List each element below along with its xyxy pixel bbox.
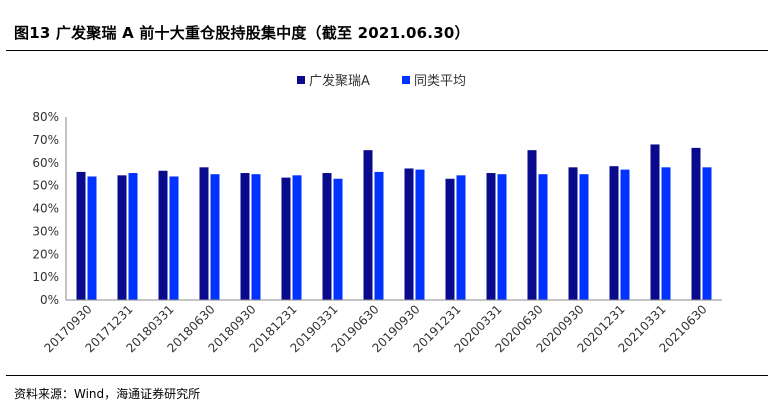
- bar: [456, 175, 466, 300]
- bar: [169, 176, 179, 300]
- y-tick-label: 60%: [32, 156, 59, 170]
- y-axis: 0% 10% 20% 30% 40% 50% 60% 70% 80%: [32, 110, 67, 307]
- bar: [579, 174, 589, 300]
- bar: [322, 173, 332, 300]
- y-tick-label: 20%: [32, 247, 59, 261]
- bar: [240, 173, 250, 300]
- bar: [210, 174, 220, 300]
- bar: [374, 171, 384, 300]
- bar: [650, 144, 660, 300]
- bar: [281, 177, 291, 300]
- bars: [76, 144, 712, 300]
- bar: [87, 176, 97, 300]
- bar: [117, 175, 127, 300]
- y-tick-label: 0%: [40, 293, 59, 307]
- chart-legend: 广发聚瑞A 同类平均: [297, 73, 466, 89]
- bar: [486, 173, 496, 300]
- bar: [292, 175, 302, 300]
- bar: [76, 171, 86, 300]
- bar: [158, 170, 168, 300]
- bar: [661, 167, 671, 300]
- bar: [527, 150, 537, 300]
- bar: [691, 147, 701, 300]
- bar: [538, 174, 548, 300]
- bar: [568, 167, 578, 300]
- x-axis: 2017093020171231201803312018063020180930…: [42, 299, 722, 355]
- bar: [609, 166, 619, 300]
- bar: [333, 178, 343, 300]
- y-tick-label: 50%: [32, 179, 59, 193]
- bar: [199, 167, 209, 300]
- bar: [363, 150, 373, 300]
- figure-title: 图13 广发聚瑞 A 前十大重仓股持股集中度（截至 2021.06.30）: [14, 24, 470, 42]
- legend-label: 广发聚瑞A: [309, 73, 370, 89]
- bar: [497, 174, 507, 300]
- legend-label: 同类平均: [414, 74, 466, 89]
- y-tick-label: 10%: [32, 270, 59, 284]
- bar: [404, 168, 414, 300]
- bar: [620, 169, 630, 300]
- legend-swatch: [402, 76, 410, 84]
- legend-swatch: [297, 76, 305, 84]
- bar: [251, 174, 261, 300]
- bar: [702, 167, 712, 300]
- title-divider: [6, 50, 768, 51]
- y-tick-label: 30%: [32, 224, 59, 238]
- y-tick-label: 40%: [32, 202, 59, 216]
- bar-chart: 广发聚瑞A 同类平均 0% 10% 20% 30% 40% 50% 60% 70% 80% 201…: [32, 73, 722, 355]
- source-note: 资料来源：Wind，海通证券研究所: [14, 387, 201, 401]
- y-tick-label: 70%: [32, 133, 59, 147]
- footer-divider: [6, 375, 768, 376]
- bar: [445, 178, 455, 300]
- bar: [415, 169, 425, 300]
- y-tick-label: 80%: [32, 110, 59, 124]
- bar: [128, 173, 138, 300]
